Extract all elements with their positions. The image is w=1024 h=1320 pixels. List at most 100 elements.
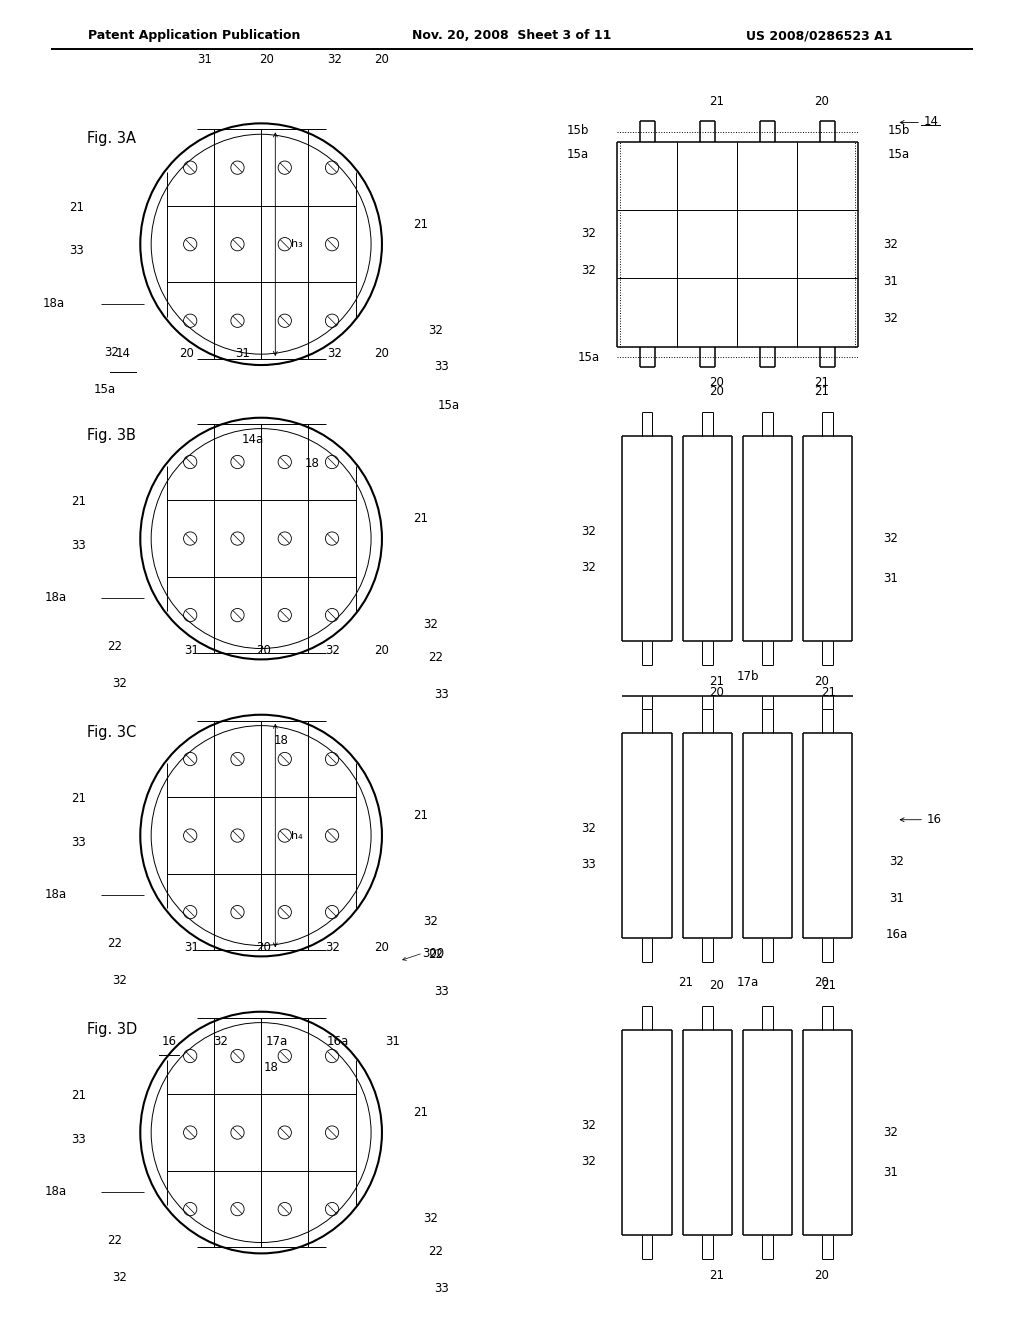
Text: 32: 32 — [581, 525, 596, 539]
Text: 15a: 15a — [578, 351, 599, 364]
Text: 32: 32 — [581, 561, 596, 574]
Text: h₃: h₃ — [291, 239, 303, 249]
Text: 21: 21 — [414, 218, 428, 231]
Text: 20: 20 — [375, 941, 389, 954]
Text: 18a: 18a — [44, 1185, 67, 1199]
Text: Fig. 3B: Fig. 3B — [87, 428, 136, 444]
Text: 15b: 15b — [888, 124, 909, 137]
Text: 15a: 15a — [567, 148, 589, 161]
Text: 32: 32 — [883, 312, 898, 325]
Text: 20: 20 — [375, 53, 389, 66]
Text: 20: 20 — [814, 675, 829, 688]
Text: 20: 20 — [256, 644, 270, 657]
Text: 31: 31 — [883, 572, 898, 585]
Text: Patent Application Publication: Patent Application Publication — [88, 29, 301, 42]
Text: 33: 33 — [72, 1133, 86, 1146]
Text: 32: 32 — [326, 941, 340, 954]
Text: 300: 300 — [422, 946, 444, 960]
Text: 21: 21 — [814, 376, 829, 389]
Text: 21: 21 — [710, 675, 724, 688]
Text: 22: 22 — [428, 1245, 442, 1258]
Text: 20: 20 — [710, 979, 724, 993]
Text: 21: 21 — [72, 1089, 86, 1102]
Text: 33: 33 — [434, 1282, 449, 1295]
Text: 31: 31 — [385, 1035, 399, 1048]
Text: 16a: 16a — [886, 928, 907, 941]
Text: 20: 20 — [259, 53, 273, 66]
Text: 21: 21 — [414, 512, 428, 525]
Text: h₄: h₄ — [291, 830, 303, 841]
Text: 18: 18 — [305, 457, 319, 470]
Text: 31: 31 — [883, 1166, 898, 1179]
Text: 33: 33 — [434, 688, 449, 701]
Text: 31: 31 — [883, 275, 898, 288]
Text: 32: 32 — [581, 1119, 596, 1133]
Text: 18: 18 — [264, 1061, 279, 1074]
Text: 17a: 17a — [265, 1035, 288, 1048]
Text: US 2008/0286523 A1: US 2008/0286523 A1 — [745, 29, 893, 42]
Text: 20: 20 — [375, 644, 389, 657]
Text: 32: 32 — [113, 1271, 127, 1284]
Text: 32: 32 — [581, 822, 596, 836]
Text: 20: 20 — [256, 941, 270, 954]
Text: 32: 32 — [424, 915, 438, 928]
Text: 15a: 15a — [93, 383, 116, 396]
Text: 32: 32 — [113, 677, 127, 690]
Text: 32: 32 — [213, 1035, 227, 1048]
Text: 22: 22 — [108, 640, 122, 653]
Text: 16: 16 — [162, 1035, 176, 1048]
Text: 16: 16 — [927, 813, 942, 826]
Text: 33: 33 — [72, 539, 86, 552]
Text: 21: 21 — [710, 95, 724, 108]
Text: 33: 33 — [72, 836, 86, 849]
Text: 32: 32 — [883, 1126, 898, 1139]
Text: 33: 33 — [70, 244, 84, 257]
Text: 32: 32 — [883, 532, 898, 545]
Text: 20: 20 — [179, 347, 194, 360]
Text: 20: 20 — [814, 1269, 829, 1282]
Text: 32: 32 — [113, 974, 127, 987]
Text: 21: 21 — [72, 792, 86, 805]
Text: 15b: 15b — [567, 124, 589, 137]
Text: 20: 20 — [710, 385, 724, 399]
Text: 32: 32 — [328, 347, 342, 360]
Text: 21: 21 — [72, 495, 86, 508]
Text: 20: 20 — [375, 347, 389, 360]
Text: 31: 31 — [198, 53, 212, 66]
Text: 22: 22 — [108, 1234, 122, 1247]
Text: 32: 32 — [581, 1155, 596, 1168]
Text: 21: 21 — [821, 686, 837, 700]
Text: 32: 32 — [581, 264, 596, 277]
Text: 21: 21 — [710, 1269, 724, 1282]
Text: Fig. 3D: Fig. 3D — [87, 1022, 137, 1038]
Text: 14: 14 — [924, 115, 939, 128]
Text: 32: 32 — [424, 618, 438, 631]
Text: 32: 32 — [889, 855, 904, 869]
Text: 32: 32 — [428, 323, 442, 337]
Text: 32: 32 — [883, 238, 898, 251]
Text: 20: 20 — [710, 376, 724, 389]
Text: 22: 22 — [428, 948, 442, 961]
Text: 14a: 14a — [242, 433, 264, 446]
Text: Fig. 3A: Fig. 3A — [87, 131, 136, 147]
Text: 21: 21 — [414, 809, 428, 822]
Text: 21: 21 — [814, 385, 829, 399]
Text: 15a: 15a — [437, 399, 460, 412]
Text: 15a: 15a — [888, 148, 909, 161]
Text: 33: 33 — [581, 858, 596, 871]
Text: 22: 22 — [108, 937, 122, 950]
Text: 31: 31 — [236, 347, 250, 360]
Text: 22: 22 — [428, 651, 442, 664]
Text: 32: 32 — [326, 644, 340, 657]
Text: 16a: 16a — [327, 1035, 349, 1048]
Text: 33: 33 — [434, 360, 449, 374]
Text: Fig. 3C: Fig. 3C — [87, 725, 136, 741]
Text: 17b: 17b — [736, 671, 759, 684]
Text: 20: 20 — [814, 95, 829, 108]
Text: 21: 21 — [70, 201, 84, 214]
Text: 31: 31 — [184, 941, 199, 954]
Text: 32: 32 — [581, 227, 596, 240]
Text: 21: 21 — [679, 975, 693, 989]
Text: 18a: 18a — [44, 888, 67, 902]
Text: 31: 31 — [184, 644, 199, 657]
